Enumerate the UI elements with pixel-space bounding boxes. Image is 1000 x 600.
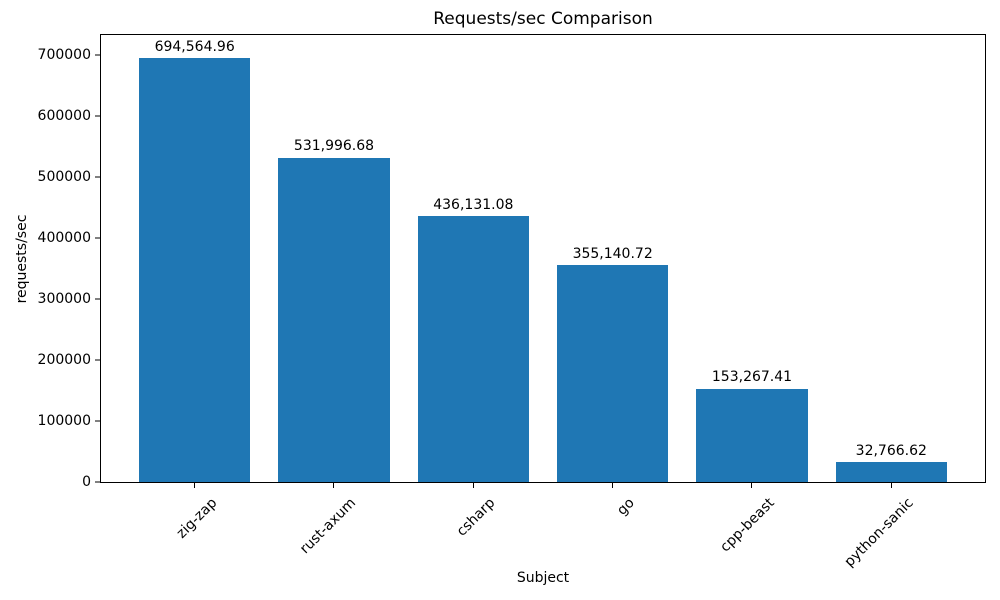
bar-slot-python-sanic: 32,766.62 <box>822 35 961 482</box>
x-tick-label-zig-zap: zig-zap <box>173 495 220 542</box>
bars-row: 694,564.96 531,996.68 436,131.08 355,140.72… <box>101 35 985 482</box>
y-tick-mark <box>95 54 101 56</box>
x-tick-mark <box>194 483 196 488</box>
x-axis-tick-marks <box>101 483 985 488</box>
bar-slot-zig-zap: 694,564.96 <box>125 35 264 482</box>
x-tick-label-cpp-beast: cpp-beast <box>716 495 778 556</box>
x-tick-label-cell: python-sanic <box>822 491 961 571</box>
bar-zig-zap <box>138 58 251 482</box>
x-tick-mark <box>612 483 614 488</box>
bar-python-sanic <box>835 462 948 482</box>
bar-value-label: 436,131.08 <box>433 196 514 213</box>
y-tick-mark <box>95 237 101 239</box>
y-tick-label: 700000 <box>37 47 91 64</box>
x-tick-cell <box>125 483 264 488</box>
x-tick-label-cell: csharp <box>404 491 543 571</box>
y-tick-mark <box>95 359 101 361</box>
y-tick-mark <box>95 298 101 300</box>
x-tick-cell <box>822 483 961 488</box>
x-tick-label-csharp: csharp <box>454 495 499 540</box>
x-tick-label-go: go <box>614 495 638 519</box>
x-tick-mark <box>472 483 474 488</box>
x-tick-mark <box>751 483 753 488</box>
bar-value-label: 531,996.68 <box>293 138 375 155</box>
y-tick-mark <box>95 115 101 117</box>
x-axis-title: Subject <box>516 570 570 586</box>
y-tick-mark <box>95 176 101 178</box>
y-tick-label: 400000 <box>37 230 91 247</box>
x-tick-label-python-sanic: python-sanic <box>841 495 917 571</box>
bar-value-label: 355,140.72 <box>572 246 653 263</box>
x-tick-mark <box>333 483 335 488</box>
chart-title: Requests/sec Comparison <box>433 9 653 29</box>
x-tick-label-cell: go <box>543 491 682 571</box>
bar-value-label: 153,267.41 <box>711 369 793 386</box>
y-tick-label: 300000 <box>37 291 91 308</box>
bar-csharp <box>417 216 530 482</box>
y-tick-label: 500000 <box>37 169 91 186</box>
y-axis-title: requests/sec <box>14 214 30 304</box>
bar-slot-go: 355,140.72 <box>543 35 682 482</box>
x-tick-cell <box>543 483 682 488</box>
x-tick-label-cell: zig-zap <box>125 491 264 571</box>
bar-slot-cpp-beast: 153,267.41 <box>682 35 821 482</box>
y-tick-label: 100000 <box>37 413 91 430</box>
x-tick-cell <box>264 483 403 488</box>
bar-cpp-beast <box>696 388 808 482</box>
x-tick-label-cell: cpp-beast <box>682 491 821 571</box>
y-tick-mark <box>95 481 101 483</box>
plot-area: 0 100000 200000 300000 400000 500000 600000 700… <box>38 34 986 570</box>
bar-slot-csharp: 436,131.08 <box>404 35 543 482</box>
x-tick-mark <box>890 483 892 488</box>
y-tick-label: 200000 <box>37 352 91 369</box>
y-tick-label: 600000 <box>37 108 91 125</box>
x-tick-cell <box>404 483 543 488</box>
x-tick-cell <box>682 483 821 488</box>
bar-go <box>556 265 669 482</box>
bar-value-label: 32,766.62 <box>855 442 927 459</box>
bar-value-label: 694,564.96 <box>154 39 235 56</box>
y-tick-mark <box>95 420 101 422</box>
x-tick-label-rust-axum: rust-axum <box>297 495 360 558</box>
bar-rust-axum <box>278 157 390 482</box>
x-tick-label-cell: rust-axum <box>264 491 403 571</box>
bar-slot-rust-axum: 531,996.68 <box>264 35 403 482</box>
x-axis-tick-labels: zig-zap rust-axum csharp go cpp-beast python-… <box>101 491 985 571</box>
y-tick-label: 0 <box>82 474 91 490</box>
